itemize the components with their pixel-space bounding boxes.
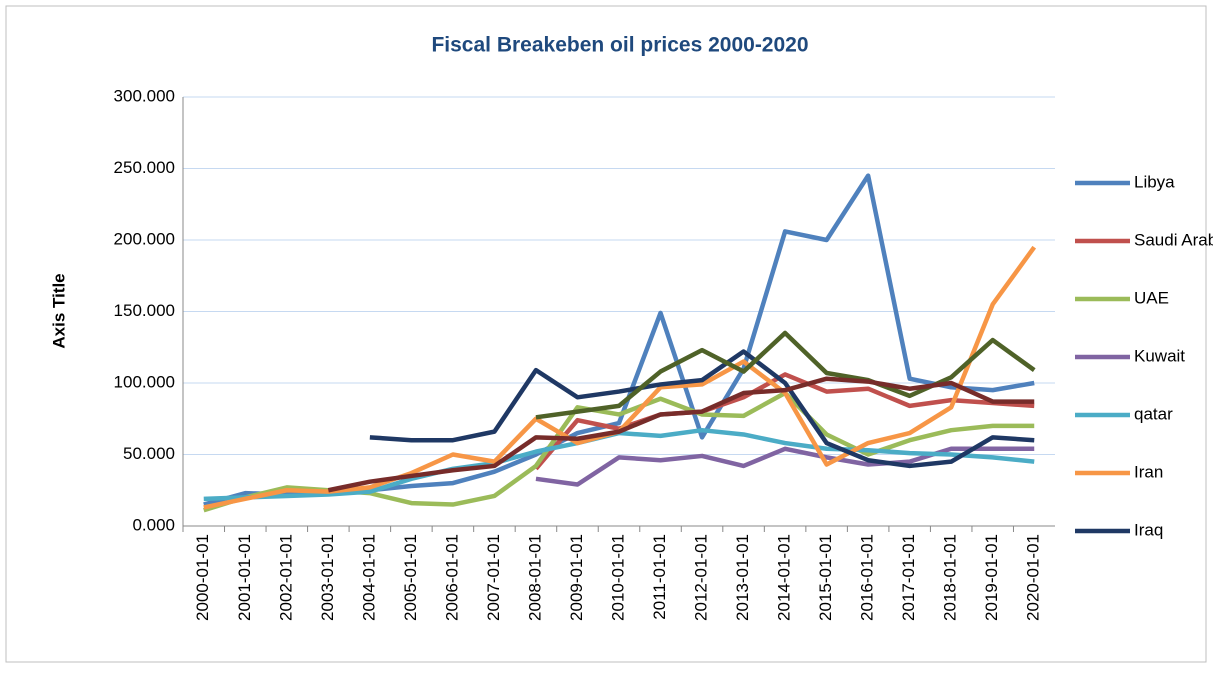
x-tick-label: 2007-01-01 xyxy=(484,534,503,621)
y-tick-label: 250.000 xyxy=(114,158,175,177)
y-tick-label: 300.000 xyxy=(114,86,175,105)
x-tick-label: 2004-01-01 xyxy=(359,534,378,621)
legend-label: qatar xyxy=(1134,404,1173,423)
legend-label: Libya xyxy=(1134,172,1175,191)
x-tick-label: 2019-01-01 xyxy=(982,534,1001,621)
series-line xyxy=(535,330,1036,420)
x-tick-label: 2008-01-01 xyxy=(525,534,544,621)
y-tick-label: 200.000 xyxy=(114,229,175,248)
x-tick-label: 2006-01-01 xyxy=(442,534,461,621)
x-tick-label: 2016-01-01 xyxy=(858,534,877,621)
legend-label: Iran xyxy=(1134,462,1163,481)
x-tick-label: 2003-01-01 xyxy=(318,534,337,621)
x-tick-label: 2011-01-01 xyxy=(650,534,669,620)
x-tick-label: 2000-01-01 xyxy=(193,534,212,621)
y-tick-label: 100.000 xyxy=(114,372,175,391)
y-tick-label: 50.000 xyxy=(123,444,175,463)
x-tick-label: 2010-01-01 xyxy=(608,534,627,621)
x-tick-label: 2009-01-01 xyxy=(567,534,586,621)
x-tick-label: 2005-01-01 xyxy=(401,534,420,621)
x-tick-label: 2015-01-01 xyxy=(816,534,835,621)
y-axis-title: Axis Title xyxy=(49,273,68,348)
chart-border xyxy=(5,5,1207,663)
chart-title: Fiscal Breakeben oil prices 2000-2020 xyxy=(431,34,808,57)
x-tick-label: 2001-01-01 xyxy=(235,534,254,621)
x-tick-label: 2020-01-01 xyxy=(1024,534,1043,621)
x-tick-label: 2002-01-01 xyxy=(276,534,295,621)
x-tick-label: 2012-01-01 xyxy=(692,534,711,621)
y-tick-label: 150.000 xyxy=(114,301,175,320)
y-tick-label: 0.000 xyxy=(132,515,175,534)
series-line xyxy=(369,349,1035,469)
series-line xyxy=(535,446,1035,487)
series-line xyxy=(327,376,1035,493)
legend-label: Kuwait xyxy=(1134,346,1185,365)
x-tick-label: 2017-01-01 xyxy=(899,534,918,621)
x-tick-label: 2013-01-01 xyxy=(733,534,752,621)
x-tick-label: 2014-01-01 xyxy=(775,534,794,621)
legend-label: Saudi Arabia xyxy=(1134,230,1213,249)
legend-label: Iraq xyxy=(1134,520,1163,539)
x-tick-label: 2018-01-01 xyxy=(941,534,960,621)
legend-label: UAE xyxy=(1134,288,1169,307)
